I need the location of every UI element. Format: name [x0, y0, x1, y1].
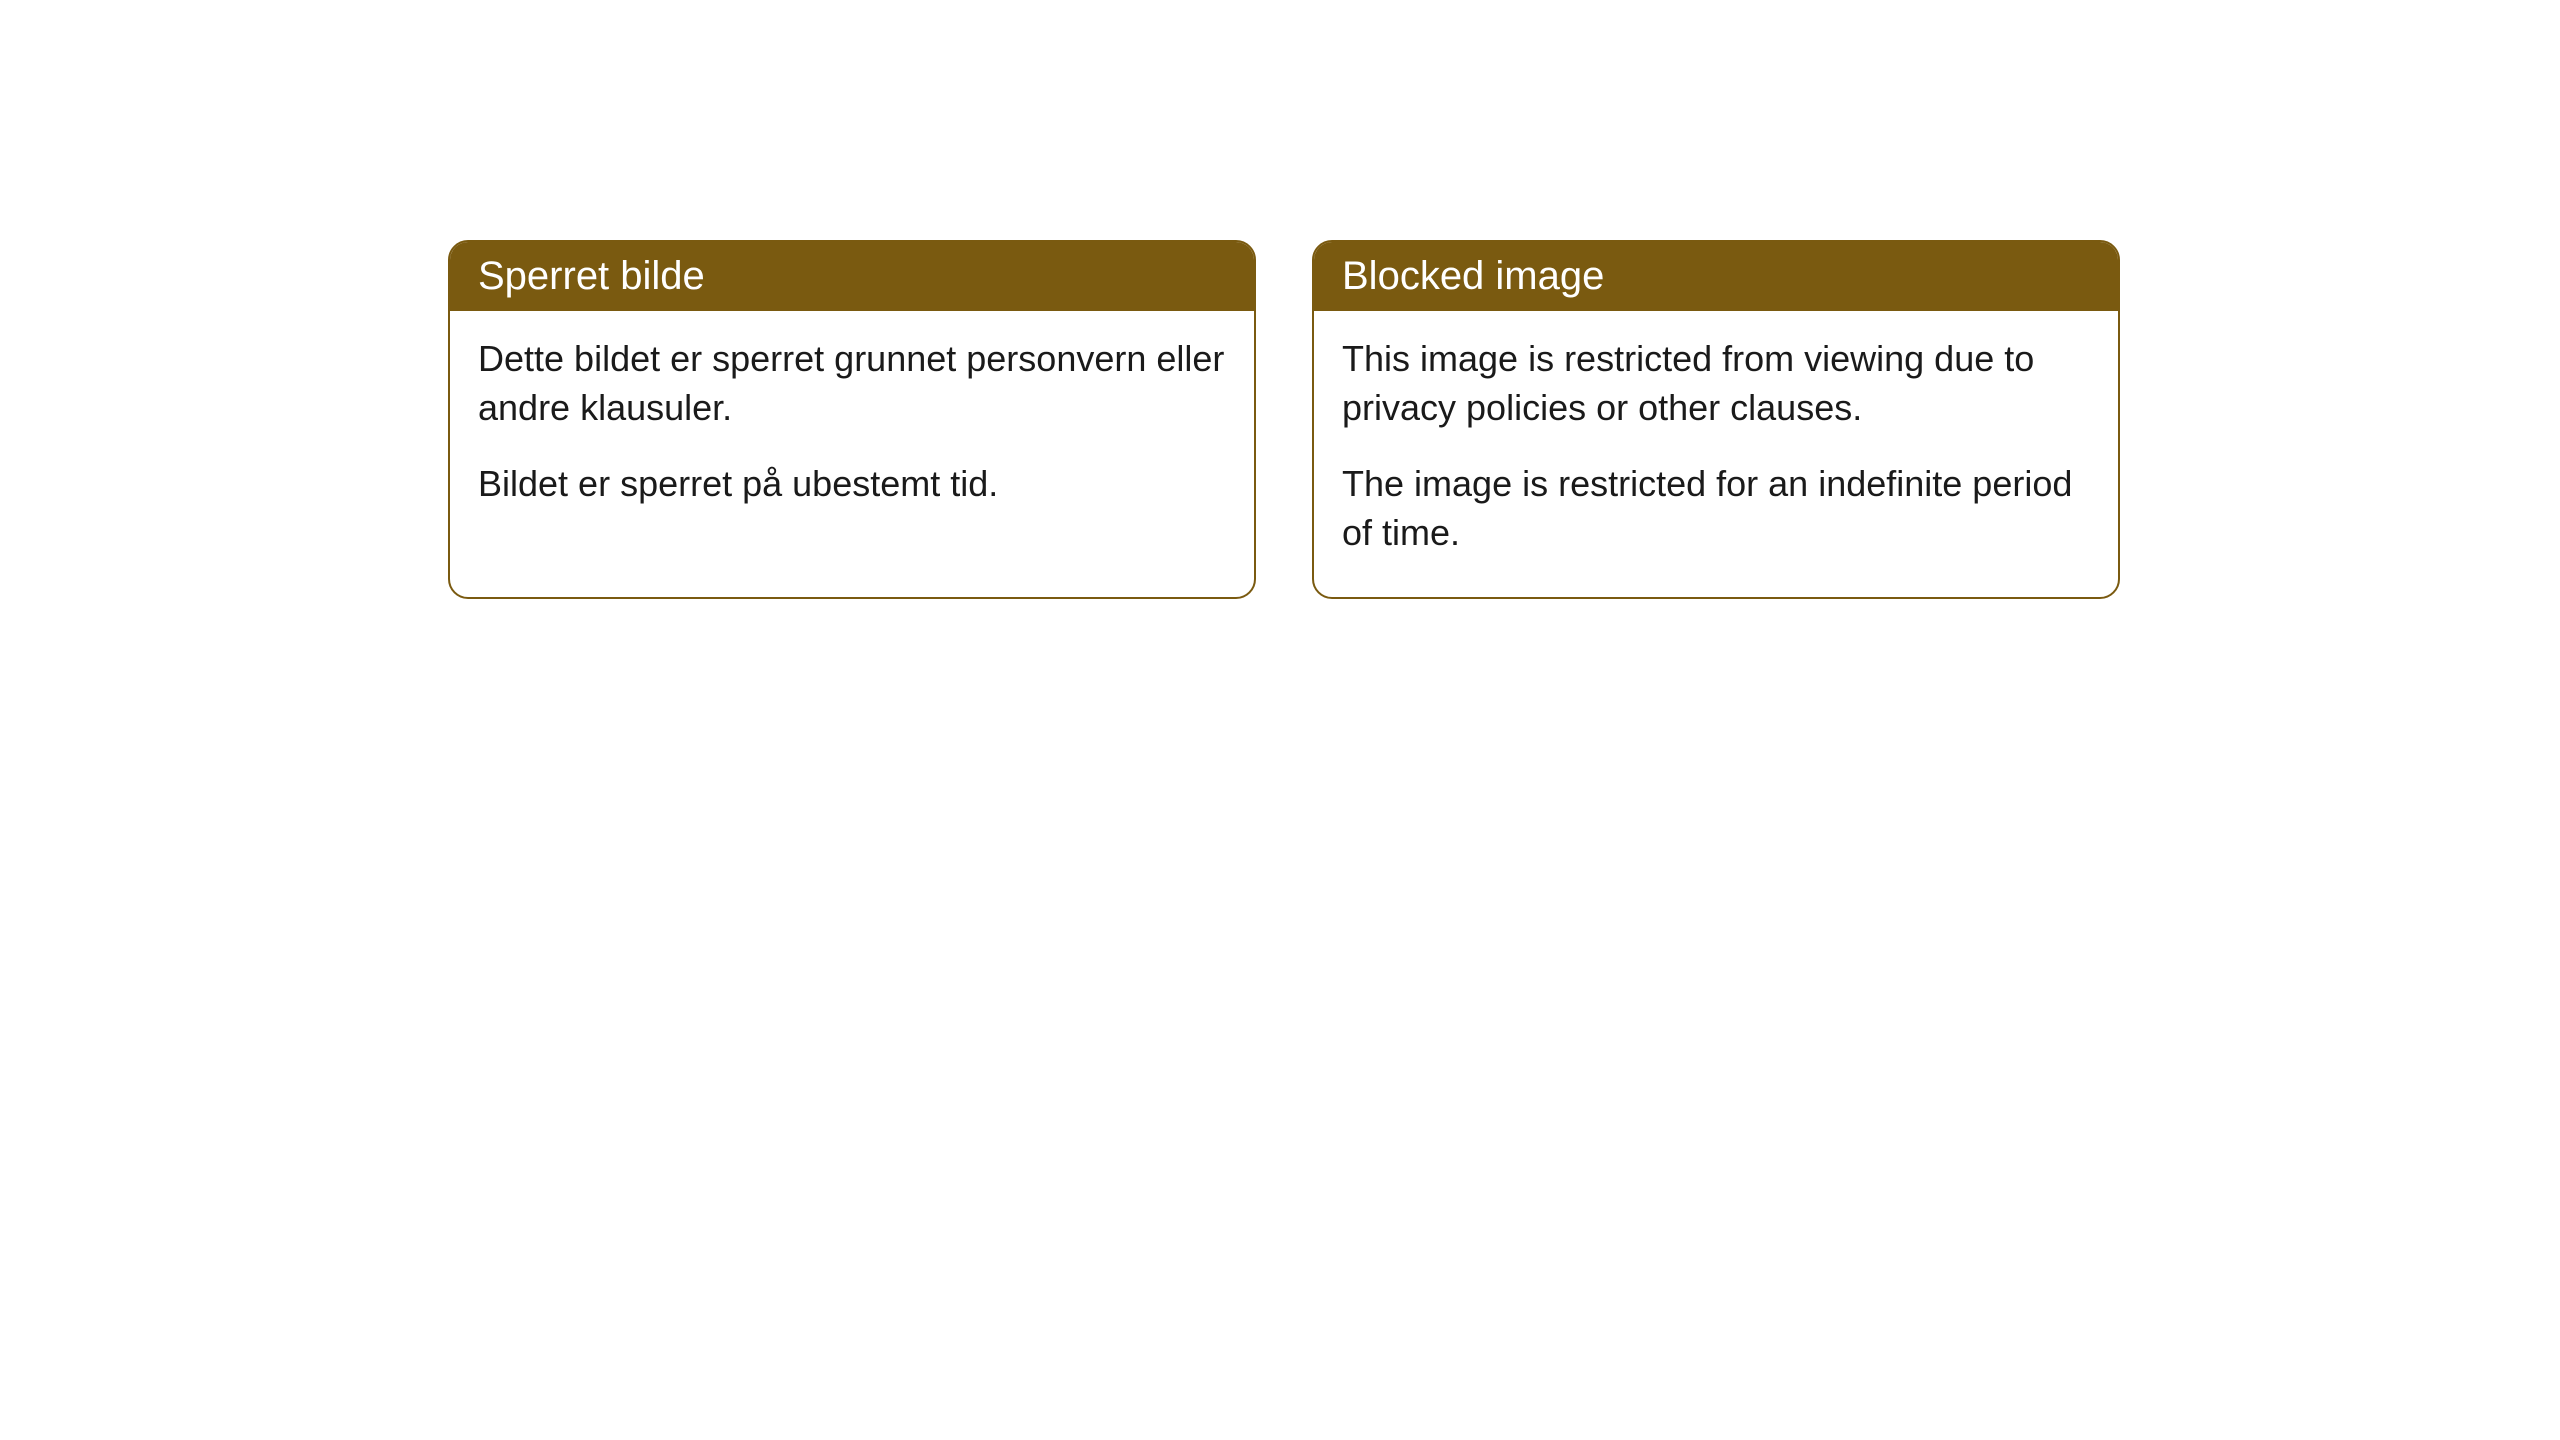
notice-card-english: Blocked image This image is restricted f…	[1312, 240, 2120, 599]
card-paragraph-2: Bildet er sperret på ubestemt tid.	[478, 460, 1226, 509]
card-title: Blocked image	[1342, 254, 1604, 298]
card-body: This image is restricted from viewing du…	[1314, 311, 2118, 597]
notice-card-norwegian: Sperret bilde Dette bildet er sperret gr…	[448, 240, 1256, 599]
card-header: Sperret bilde	[450, 242, 1254, 311]
card-paragraph-1: Dette bildet er sperret grunnet personve…	[478, 335, 1226, 432]
notice-cards-container: Sperret bilde Dette bildet er sperret gr…	[448, 240, 2120, 599]
card-body: Dette bildet er sperret grunnet personve…	[450, 311, 1254, 549]
card-paragraph-1: This image is restricted from viewing du…	[1342, 335, 2090, 432]
card-header: Blocked image	[1314, 242, 2118, 311]
card-paragraph-2: The image is restricted for an indefinit…	[1342, 460, 2090, 557]
card-title: Sperret bilde	[478, 254, 705, 298]
